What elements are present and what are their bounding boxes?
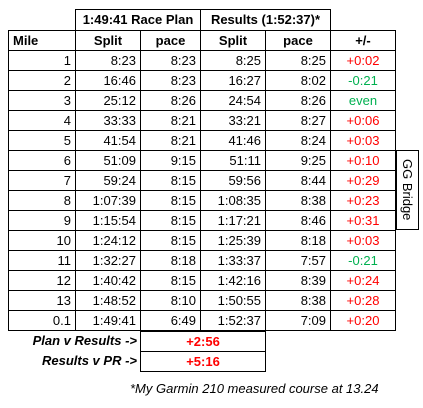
table-cell: 8:38 xyxy=(265,290,331,311)
table-cell: 51:09 xyxy=(75,150,141,171)
table-cell: 8:25 xyxy=(265,50,331,71)
diff-cell: +0:29 xyxy=(330,170,396,191)
plan-header: 1:49:41 Race Plan xyxy=(75,9,201,31)
table-cell: 1:15:54 xyxy=(75,210,141,231)
table-cell: 1:24:12 xyxy=(75,230,141,251)
table-cell: 8:18 xyxy=(140,250,201,271)
table-cell: 7:09 xyxy=(265,310,331,331)
table-cell: 8:15 xyxy=(140,230,201,251)
table-cell: 9 xyxy=(8,210,76,231)
table-cell: 1:07:39 xyxy=(75,190,141,211)
table-cell: 7 xyxy=(8,170,76,191)
table-cell: 1:42:16 xyxy=(200,270,266,291)
table-cell: 8:27 xyxy=(265,110,331,131)
table-cell: 2 xyxy=(8,70,76,91)
diff-cell: even xyxy=(330,90,396,111)
table-cell: 1:08:35 xyxy=(200,190,266,211)
summary-value: +5:16 xyxy=(140,351,266,372)
diff-cell: +0:10 xyxy=(330,150,396,171)
table-cell: 9:15 xyxy=(140,150,201,171)
table-cell: 11 xyxy=(8,250,76,271)
table-cell: 1:49:41 xyxy=(75,310,141,331)
table-cell: 1:48:52 xyxy=(75,290,141,311)
column-header: pace xyxy=(265,30,331,51)
table-cell: 59:56 xyxy=(200,170,266,191)
table-cell: 25:12 xyxy=(75,90,141,111)
summary-label: Plan v Results -> xyxy=(32,333,137,348)
table-cell: 7:57 xyxy=(265,250,331,271)
diff-cell: +0:02 xyxy=(330,50,396,71)
table-cell: 16:27 xyxy=(200,70,266,91)
column-header: +/- xyxy=(330,30,396,51)
column-header: Mile xyxy=(8,30,76,51)
column-header: Split xyxy=(200,30,266,51)
diff-cell: +0:28 xyxy=(330,290,396,311)
table-cell: 8:21 xyxy=(140,110,201,131)
table-cell: 8:15 xyxy=(140,270,201,291)
table-cell: 12 xyxy=(8,270,76,291)
table-cell: 8:24 xyxy=(265,130,331,151)
table-cell: 6 xyxy=(8,150,76,171)
table-cell: 8:18 xyxy=(265,230,331,251)
table-cell: 13 xyxy=(8,290,76,311)
table-cell: 10 xyxy=(8,230,76,251)
table-cell: 8:23 xyxy=(140,50,201,71)
table-cell: 8:10 xyxy=(140,290,201,311)
table-cell: 16:46 xyxy=(75,70,141,91)
summary-value: +2:56 xyxy=(140,331,266,352)
table-cell: 8:23 xyxy=(75,50,141,71)
table-cell: 41:46 xyxy=(200,130,266,151)
table-cell: 8:15 xyxy=(140,210,201,231)
column-header: Split xyxy=(75,30,141,51)
table-cell: 8:38 xyxy=(265,190,331,211)
diff-cell: +0:06 xyxy=(330,110,396,131)
table-cell: 1:52:37 xyxy=(200,310,266,331)
diff-cell: +0:23 xyxy=(330,190,396,211)
table-cell: 24:54 xyxy=(200,90,266,111)
table-cell: 8:25 xyxy=(200,50,266,71)
table-cell: 59:24 xyxy=(75,170,141,191)
table-cell: 1:50:55 xyxy=(200,290,266,311)
table-cell: 8:15 xyxy=(140,170,201,191)
table-cell: 3 xyxy=(8,90,76,111)
table-cell: 8:23 xyxy=(140,70,201,91)
table-cell: 8:26 xyxy=(140,90,201,111)
table-cell: 33:21 xyxy=(200,110,266,131)
column-header: pace xyxy=(140,30,201,51)
table-cell: 33:33 xyxy=(75,110,141,131)
table-cell: 1:32:27 xyxy=(75,250,141,271)
diff-cell: +0:03 xyxy=(330,230,396,251)
table-cell: 8:15 xyxy=(140,190,201,211)
side-label: GG Bridge xyxy=(396,150,419,230)
table-cell: 9:25 xyxy=(265,150,331,171)
diff-cell: +0:20 xyxy=(330,310,396,331)
table-cell: 4 xyxy=(8,110,76,131)
table-cell: 1 xyxy=(8,50,76,71)
table-cell: 1:33:37 xyxy=(200,250,266,271)
results-header: Results (1:52:37)* xyxy=(200,9,331,31)
table-cell: 1:40:42 xyxy=(75,270,141,291)
diff-cell: +0:31 xyxy=(330,210,396,231)
table-cell: 8:21 xyxy=(140,130,201,151)
table-cell: 6:49 xyxy=(140,310,201,331)
table-cell: 51:11 xyxy=(200,150,266,171)
diff-cell: -0:21 xyxy=(330,250,396,271)
table-cell: 8 xyxy=(8,190,76,211)
table-cell: 8:44 xyxy=(265,170,331,191)
table-cell: 0.1 xyxy=(8,310,76,331)
footnote: *My Garmin 210 measured course at 13.24 xyxy=(130,381,379,396)
diff-cell: +0:24 xyxy=(330,270,396,291)
table-cell: 1:17:21 xyxy=(200,210,266,231)
table-cell: 41:54 xyxy=(75,130,141,151)
table-cell: 1:25:39 xyxy=(200,230,266,251)
summary-label: Results v PR -> xyxy=(41,353,137,368)
diff-cell: -0:21 xyxy=(330,70,396,91)
table-cell: 8:46 xyxy=(265,210,331,231)
table-cell: 8:39 xyxy=(265,270,331,291)
table-cell: 5 xyxy=(8,130,76,151)
diff-cell: +0:03 xyxy=(330,130,396,151)
table-cell: 8:26 xyxy=(265,90,331,111)
table-cell: 8:02 xyxy=(265,70,331,91)
